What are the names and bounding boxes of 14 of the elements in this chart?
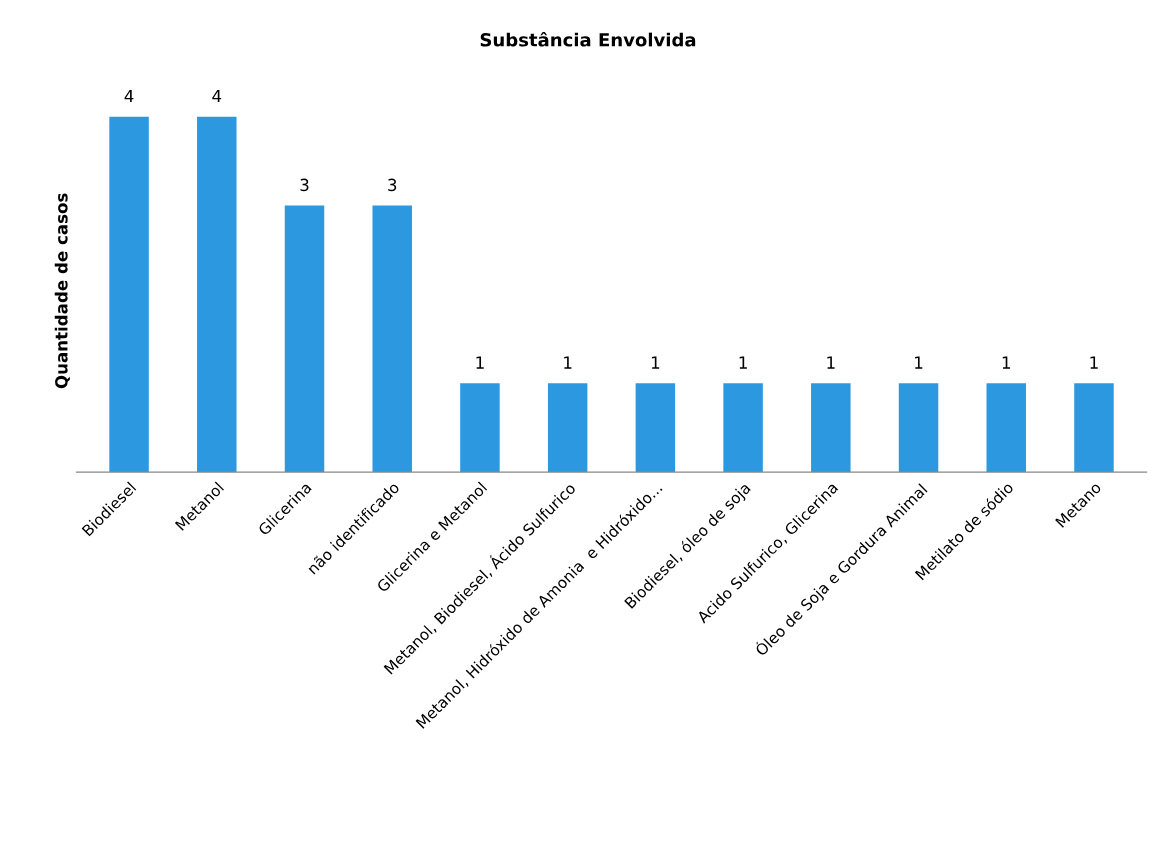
y-axis-title: Quantidade de casos: [54, 193, 70, 389]
data-label: 1: [476, 356, 484, 369]
data-label: 4: [124, 89, 134, 103]
data-label: 4: [212, 89, 222, 103]
data-label: 1: [827, 356, 835, 369]
data-label: 1: [1002, 356, 1011, 369]
data-label: 3: [300, 178, 309, 192]
chart-title: Substância Envolvida: [480, 31, 696, 47]
data-label: 1: [915, 356, 923, 369]
data-label: 1: [651, 356, 660, 369]
data-label: 1: [739, 356, 747, 369]
data-label: 1: [1090, 356, 1098, 369]
data-label: 1: [564, 356, 572, 369]
data-label: 3: [388, 178, 397, 192]
